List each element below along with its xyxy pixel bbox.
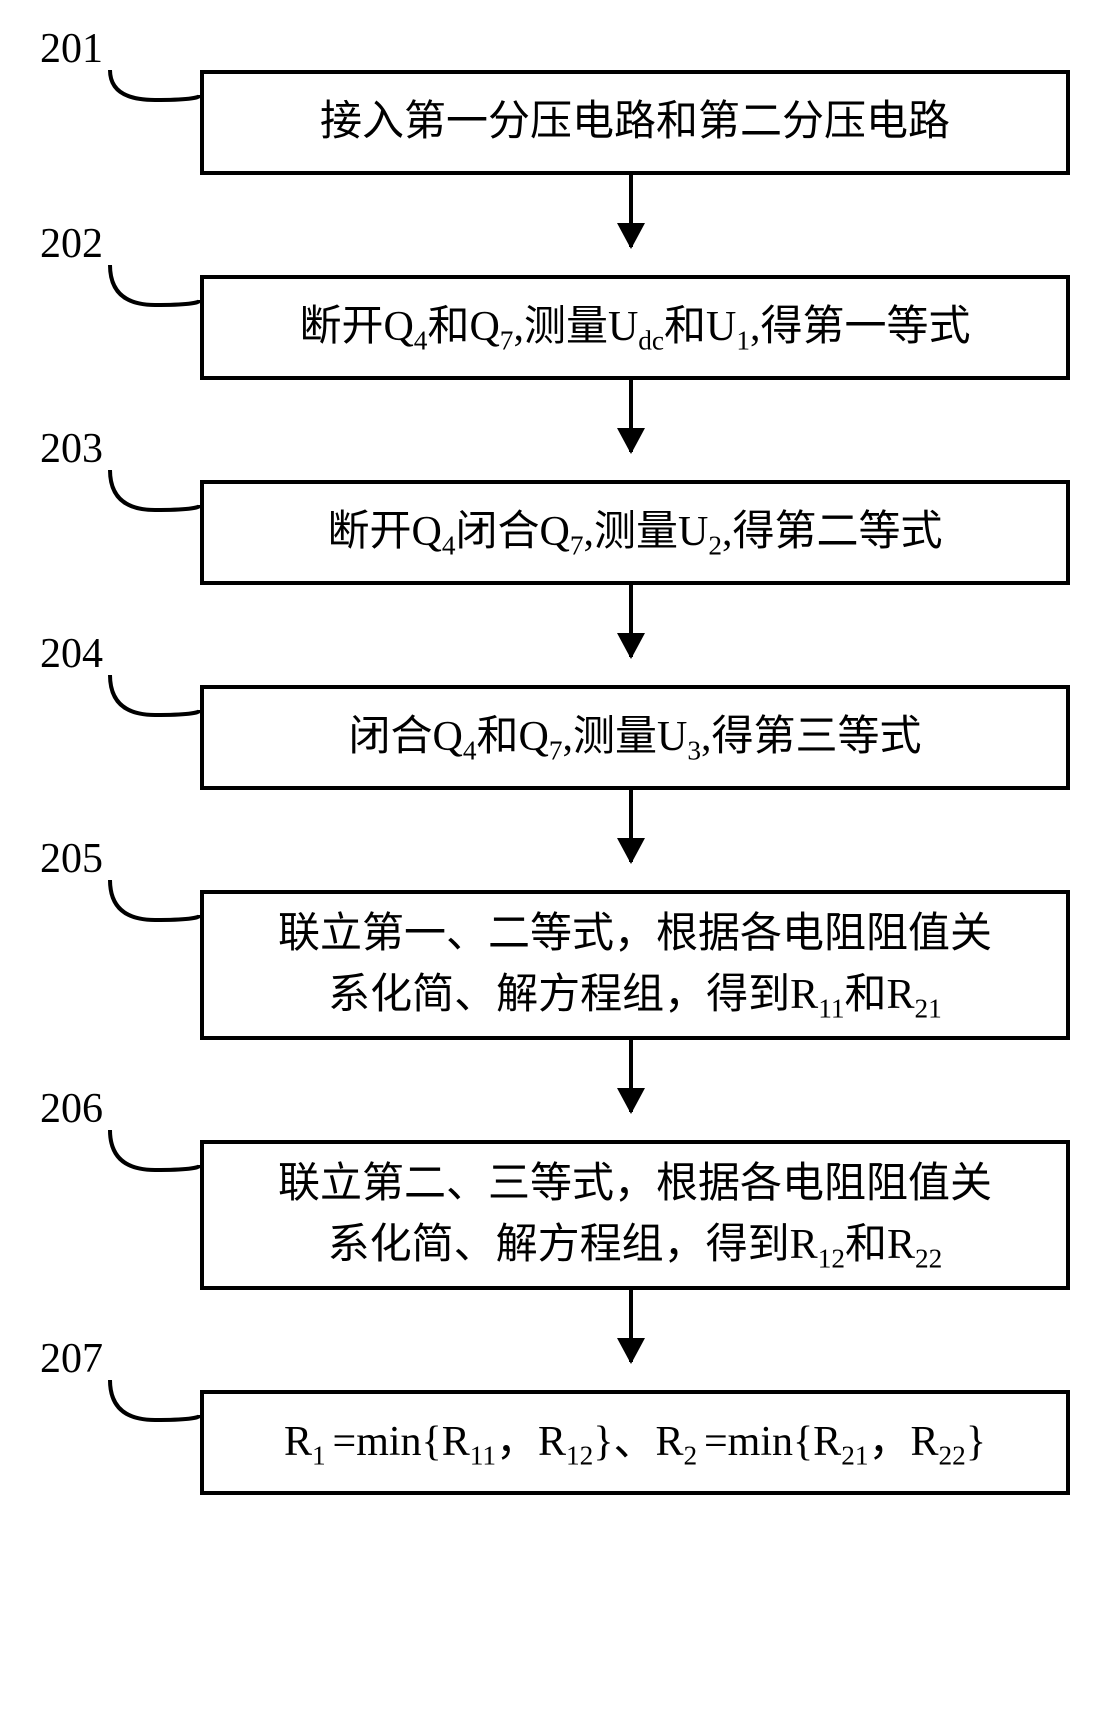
step-label-201: 201	[40, 25, 103, 73]
step-text-205: 联立第一、二等式，根据各电阻阻值关系化简、解方程组，得到R11和R21	[278, 904, 992, 1026]
step-box-202: 断开Q4和Q7,测量Udc和U1,得第一等式	[200, 275, 1070, 380]
step-box-207: R1 =min{R11，R12}、R2 =min{R21，R22}	[200, 1390, 1070, 1495]
step-text-204: 闭合Q4和Q7,测量U3,得第三等式	[348, 707, 921, 768]
step-text-207: R1 =min{R11，R12}、R2 =min{R21，R22}	[284, 1412, 986, 1473]
step-text-201: 接入第一分压电路和第二分压电路	[320, 92, 950, 153]
arrow-5	[629, 1040, 633, 1112]
arrow-6	[629, 1290, 633, 1362]
step-box-206: 联立第二、三等式，根据各电阻阻值关系化简、解方程组，得到R12和R22	[200, 1140, 1070, 1290]
flowchart-container: 201 接入第一分压电路和第二分压电路 202 断开Q4和Q7,测量Udc和U1,得第…	[0, 0, 1114, 1714]
arrow-4	[629, 790, 633, 862]
step-box-205: 联立第一、二等式，根据各电阻阻值关系化简、解方程组，得到R11和R21	[200, 890, 1070, 1040]
step-box-201: 接入第一分压电路和第二分压电路	[200, 70, 1070, 175]
step-label-206: 206	[40, 1085, 103, 1133]
step-label-207: 207	[40, 1335, 103, 1383]
step-text-206: 联立第二、三等式，根据各电阻阻值关系化简、解方程组，得到R12和R22	[278, 1154, 992, 1276]
step-label-204: 204	[40, 630, 103, 678]
step-text-203: 断开Q4闭合Q7,测量U2,得第二等式	[327, 502, 942, 563]
step-label-203: 203	[40, 425, 103, 473]
step-box-204: 闭合Q4和Q7,测量U3,得第三等式	[200, 685, 1070, 790]
arrow-2	[629, 380, 633, 452]
arrow-1	[629, 175, 633, 247]
arrow-3	[629, 585, 633, 657]
step-box-203: 断开Q4闭合Q7,测量U2,得第二等式	[200, 480, 1070, 585]
step-label-205: 205	[40, 835, 103, 883]
step-text-202: 断开Q4和Q7,测量Udc和U1,得第一等式	[299, 297, 970, 358]
step-label-202: 202	[40, 220, 103, 268]
